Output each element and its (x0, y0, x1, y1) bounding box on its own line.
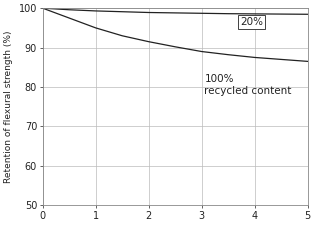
Y-axis label: Retention of flexural strength (%): Retention of flexural strength (%) (4, 30, 13, 183)
Text: 20%: 20% (240, 17, 263, 27)
Text: 100%
recycled content: 100% recycled content (204, 74, 292, 96)
